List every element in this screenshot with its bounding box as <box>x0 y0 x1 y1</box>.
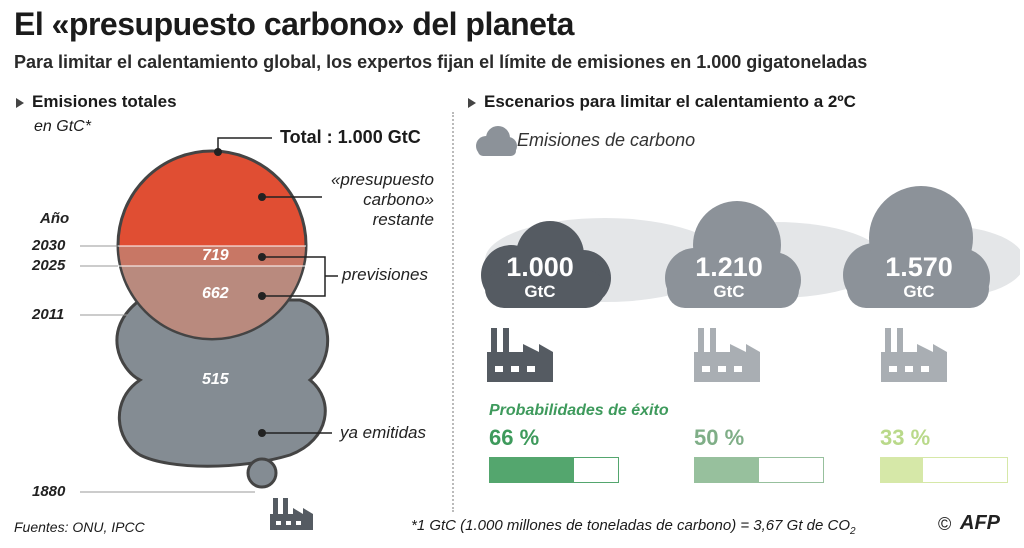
probability-3: 33 % <box>880 425 931 450</box>
cloud-scenario-3 <box>843 186 990 308</box>
afp-logo: AFP <box>960 512 1000 534</box>
probability-bar-1-fill <box>490 458 575 482</box>
year-2030: 2030 <box>32 237 66 254</box>
scenario-1-value: 1.000 <box>506 252 574 282</box>
cloud-scenario-1 <box>481 221 611 308</box>
scenario-2-value: 1.210 <box>695 252 763 282</box>
probability-bar-1 <box>489 457 619 483</box>
scenarios-graphic <box>481 186 1020 382</box>
year-2011: 2011 <box>32 306 65 323</box>
probability-heading: Probabilidades de éxito <box>489 402 669 419</box>
scenario-2-label: 1.210 GtC <box>659 252 799 302</box>
year-1880: 1880 <box>32 483 66 500</box>
left-heading-text: Emisiones totales <box>32 92 177 111</box>
year-header: Año <box>40 210 70 227</box>
triangle-bullet-icon <box>16 97 24 108</box>
probability-2: 50 % <box>694 425 745 450</box>
probability-bar-3 <box>880 457 1008 483</box>
emissions-figure <box>80 137 338 530</box>
factory-icon <box>881 328 947 382</box>
footnote-subscript: 2 <box>850 526 856 537</box>
budget-label-line2: carbono» <box>363 190 434 209</box>
page-subtitle: Para limitar el calentamiento global, lo… <box>14 52 868 72</box>
scenario-1-label: 1.000 GtC <box>470 252 610 302</box>
right-heading-text: Escenarios para limitar el calentamiento… <box>484 92 856 111</box>
cloud-icon <box>476 126 517 156</box>
unit-label: en GtC* <box>34 118 91 135</box>
page-title: El «presupuesto carbono» del planeta <box>14 6 574 42</box>
scenario-1-unit: GtC <box>524 282 556 301</box>
year-2025: 2025 <box>32 257 66 274</box>
value-719: 719 <box>202 247 229 264</box>
emitted-label: ya emitidas <box>340 423 426 442</box>
footnote: *1 GtC (1.000 millones de toneladas de c… <box>411 517 856 537</box>
scenario-3-unit: GtC <box>903 282 935 301</box>
probability-bar-2 <box>694 457 824 483</box>
factory-icon <box>270 498 313 530</box>
value-515: 515 <box>202 371 229 388</box>
value-662: 662 <box>202 285 229 302</box>
probability-bar-2-fill <box>695 458 759 482</box>
factory-icon <box>694 328 760 382</box>
scenario-2-unit: GtC <box>713 282 745 301</box>
copyright-symbol: © <box>938 514 952 534</box>
legend-label: Emisiones de carbono <box>517 130 696 150</box>
scenario-3-label: 1.570 GtC <box>849 252 989 302</box>
forecast-label: previsiones <box>342 265 428 284</box>
budget-label-line3: restante <box>372 210 434 229</box>
total-label: Total : 1.000 GtC <box>280 127 421 147</box>
triangle-bullet-icon <box>468 97 476 108</box>
footnote-text: *1 GtC (1.000 millones de toneladas de c… <box>411 517 851 534</box>
left-section-heading: Emisiones totales <box>16 92 177 112</box>
sources: Fuentes: ONU, IPCC <box>14 519 145 535</box>
probability-bar-3-fill <box>881 458 923 482</box>
cloud-scenario-2 <box>665 201 801 308</box>
probability-1: 66 % <box>489 425 540 450</box>
section-divider <box>452 112 454 512</box>
factory-icon <box>487 328 553 382</box>
budget-label-line1: «presupuesto <box>330 170 434 189</box>
emitted-shape <box>115 298 330 489</box>
right-section-heading: Escenarios para limitar el calentamiento… <box>468 92 856 112</box>
scenario-3-value: 1.570 <box>885 252 953 282</box>
